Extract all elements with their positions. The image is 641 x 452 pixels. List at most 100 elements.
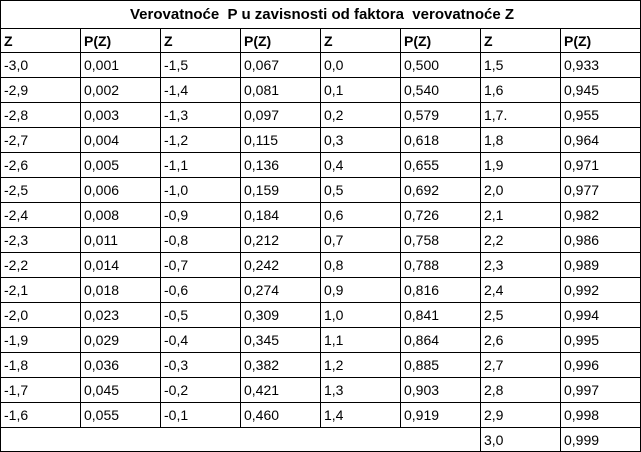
- header-cell: Z: [0, 28, 81, 53]
- cell: 1,5: [480, 52, 561, 78]
- cell: 0,998: [559, 402, 641, 428]
- cell: 0,1: [320, 77, 401, 103]
- cell: 1,6: [480, 77, 561, 103]
- header-cell: P(Z): [559, 28, 641, 53]
- cell: 0,977: [559, 177, 641, 203]
- cell: 0,382: [240, 352, 321, 378]
- data-row: -2,2 0,014 -0,7 0,242 0,8 0,788 2,3 0,989: [0, 252, 641, 278]
- cell: 0,903: [400, 377, 481, 403]
- cell: 0,945: [559, 77, 641, 103]
- cell: 0,885: [400, 352, 481, 378]
- cell: 0,996: [559, 352, 641, 378]
- cell: -0,2: [160, 377, 241, 403]
- cell: 2,0: [480, 177, 561, 203]
- cell: 2,7: [480, 352, 561, 378]
- cell: 0,3: [320, 127, 401, 153]
- header-cell: Z: [480, 28, 561, 53]
- cell: -1,5: [160, 52, 241, 78]
- cell: -2,5: [0, 177, 81, 203]
- cell: -0,9: [160, 202, 241, 228]
- cell: 0,008: [80, 202, 161, 228]
- cell: 0,726: [400, 202, 481, 228]
- cell: -1,8: [0, 352, 81, 378]
- cell: 1,8: [480, 127, 561, 153]
- cell: 0,004: [80, 127, 161, 153]
- cell: 0,136: [240, 152, 321, 178]
- cell: 0,460: [240, 402, 321, 428]
- cell: 0,067: [240, 52, 321, 78]
- cell: 0,989: [559, 252, 641, 278]
- cell: 0,4: [320, 152, 401, 178]
- cell: 0,421: [240, 377, 321, 403]
- cell: 0,0: [320, 52, 401, 78]
- header-cell: Z: [160, 28, 241, 53]
- data-row: -1,6 0,055 -0,1 0,460 1,4 0,919 2,9 0,998: [0, 402, 641, 428]
- data-row: -2,6 0,005 -1,1 0,136 0,4 0,655 1,9 0,971: [0, 152, 641, 178]
- cell: -2,3: [0, 227, 81, 253]
- cell: 0,018: [80, 277, 161, 303]
- last-row: 3,0 0,999: [0, 427, 641, 452]
- data-row: -2,8 0,003 -1,3 0,097 0,2 0,579 1,7. 0,955: [0, 102, 641, 128]
- data-row: -1,9 0,029 -0,4 0,345 1,1 0,864 2,6 0,995: [0, 327, 641, 353]
- cell: 0,001: [80, 52, 161, 78]
- cell: -0,5: [160, 302, 241, 328]
- cell: 2,1: [480, 202, 561, 228]
- cell: -3,0: [0, 52, 81, 78]
- header-cell: Z: [320, 28, 401, 53]
- cell: 0,864: [400, 327, 481, 353]
- data-row: -2,1 0,018 -0,6 0,274 0,9 0,816 2,4 0,992: [0, 277, 641, 303]
- cell: -2,1: [0, 277, 81, 303]
- cell: 0,309: [240, 302, 321, 328]
- cell: -1,9: [0, 327, 81, 353]
- cell: 2,3: [480, 252, 561, 278]
- cell: 0,036: [80, 352, 161, 378]
- cell: 0,081: [240, 77, 321, 103]
- data-row: -3,0 0,001 -1,5 0,067 0,0 0,500 1,5 0,933: [0, 52, 641, 78]
- cell: 0,184: [240, 202, 321, 228]
- data-row: -2,5 0,006 -1,0 0,159 0,5 0,692 2,0 0,977: [0, 177, 641, 203]
- cell: 0,982: [559, 202, 641, 228]
- title-row: Verovatnoće P u zavisnosti od faktora ve…: [0, 0, 641, 29]
- cell: -2,6: [0, 152, 81, 178]
- cell: 0,994: [559, 302, 641, 328]
- cell: 0,919: [400, 402, 481, 428]
- cell: 1,3: [320, 377, 401, 403]
- cell: 0,986: [559, 227, 641, 253]
- cell: 0,7: [320, 227, 401, 253]
- cell: 0,9: [320, 277, 401, 303]
- cell: 0,014: [80, 252, 161, 278]
- cell: -1,4: [160, 77, 241, 103]
- cell: 3,0: [480, 427, 561, 452]
- cell: 0,023: [80, 302, 161, 328]
- cell: 0,006: [80, 177, 161, 203]
- cell: 0,955: [559, 102, 641, 128]
- empty-cell: [0, 427, 481, 452]
- cell: 2,4: [480, 277, 561, 303]
- cell: 0,003: [80, 102, 161, 128]
- data-row: -2,4 0,008 -0,9 0,184 0,6 0,726 2,1 0,982: [0, 202, 641, 228]
- header-cell: P(Z): [400, 28, 481, 53]
- cell: 2,8: [480, 377, 561, 403]
- cell: -2,0: [0, 302, 81, 328]
- header-cell: P(Z): [80, 28, 161, 53]
- cell: 0,6: [320, 202, 401, 228]
- cell: 0,045: [80, 377, 161, 403]
- cell: 2,5: [480, 302, 561, 328]
- cell: 0,933: [559, 52, 641, 78]
- cell: 0,5: [320, 177, 401, 203]
- data-row: -1,7 0,045 -0,2 0,421 1,3 0,903 2,8 0,997: [0, 377, 641, 403]
- cell: 0,971: [559, 152, 641, 178]
- cell: -2,7: [0, 127, 81, 153]
- cell: 0,995: [559, 327, 641, 353]
- cell: 0,992: [559, 277, 641, 303]
- table-title: Verovatnoće P u zavisnosti od faktora ve…: [0, 0, 641, 29]
- cell: -0,6: [160, 277, 241, 303]
- cell: -0,4: [160, 327, 241, 353]
- cell: 0,618: [400, 127, 481, 153]
- cell: 0,097: [240, 102, 321, 128]
- cell: 0,579: [400, 102, 481, 128]
- cell: -1,2: [160, 127, 241, 153]
- cell: 0,841: [400, 302, 481, 328]
- cell: -1,7: [0, 377, 81, 403]
- cell: 0,345: [240, 327, 321, 353]
